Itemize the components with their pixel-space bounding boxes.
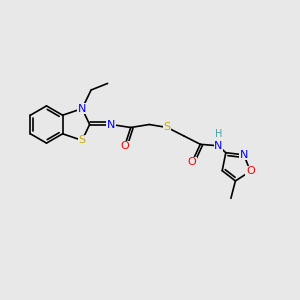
Text: N: N [214,141,223,151]
Text: N: N [78,103,86,114]
Text: O: O [188,157,196,167]
Text: O: O [246,166,255,176]
Text: N: N [240,150,248,160]
Text: O: O [120,141,129,151]
Text: N: N [107,119,116,130]
Text: S: S [79,135,86,146]
Text: H: H [214,129,222,140]
Text: S: S [164,122,171,133]
